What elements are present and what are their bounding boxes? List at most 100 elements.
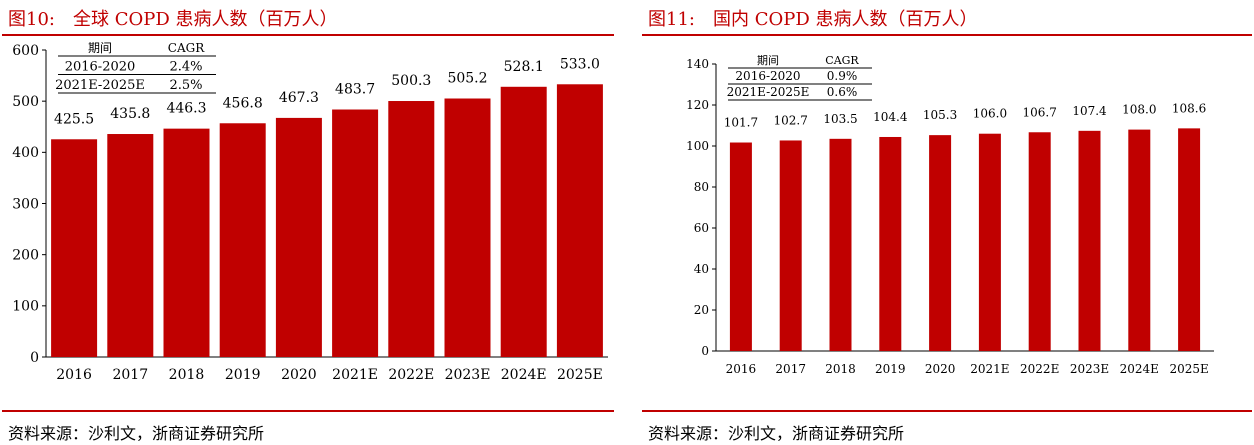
bar — [1128, 129, 1151, 351]
x-tick-label: 2023E — [1070, 362, 1109, 376]
data-label: 528.1 — [504, 59, 544, 75]
figure-title: 图10: 全球 COPD 患病人数（百万人） — [8, 5, 337, 31]
data-label: 104.4 — [873, 110, 908, 124]
data-label: 467.3 — [279, 90, 319, 106]
x-tick-label: 2017 — [112, 367, 148, 383]
bar — [51, 139, 98, 357]
bar — [929, 135, 952, 351]
data-label: 108.6 — [1172, 101, 1206, 115]
bar — [556, 84, 603, 357]
data-label: 505.2 — [447, 71, 487, 87]
y-tick-label: 140 — [686, 57, 709, 71]
data-label: 446.3 — [166, 101, 206, 117]
cagr-table-period: 2021E-2025E — [55, 78, 145, 93]
x-tick-label: 2024E — [1120, 362, 1159, 376]
data-label: 103.5 — [823, 112, 857, 126]
y-tick-label: 60 — [694, 221, 709, 235]
bar — [500, 86, 547, 358]
y-tick-label: 120 — [686, 98, 709, 112]
x-tick-label: 2023E — [445, 367, 491, 383]
figure-10-panel: 图10: 全球 COPD 患病人数（百万人） 0 100 200 300 400 500 60… — [0, 0, 616, 445]
y-tick-label: 200 — [12, 248, 39, 264]
y-tick-label: 600 — [12, 43, 39, 59]
bar — [388, 101, 435, 357]
bar — [444, 98, 491, 358]
bar — [978, 133, 1001, 351]
data-label: 533.0 — [560, 56, 600, 72]
figure-number: 图10: — [8, 9, 55, 30]
x-tick-label: 2025E — [1169, 362, 1208, 376]
bar — [163, 128, 210, 357]
bar — [275, 117, 322, 357]
x-tick-label: 2018 — [169, 367, 205, 383]
bar — [729, 142, 752, 351]
x-tick-label: 2018 — [825, 362, 856, 376]
china-copd-bar-chart: 0 20 40 60 80 100 120 140 101.7 2016 102.7 2017 103.… — [686, 54, 1214, 376]
cagr-table-header: 期间 — [88, 41, 112, 55]
bar — [219, 123, 266, 358]
cagr-table-header: CAGR — [168, 41, 205, 55]
cagr-table-period: 2021E-2025E — [727, 85, 810, 99]
source-note: 资料来源：沙利文，浙商证券研究所 — [648, 424, 905, 443]
bar — [1078, 130, 1101, 351]
footer-divider — [642, 410, 1252, 412]
x-tick-label: 2017 — [775, 362, 806, 376]
data-label: 435.8 — [110, 106, 150, 122]
figure-title-text: 全球 COPD 患病人数（百万人） — [72, 9, 338, 30]
y-tick-label: 100 — [12, 299, 39, 315]
x-tick-label: 2019 — [225, 367, 261, 383]
y-tick-label: 0 — [701, 344, 709, 358]
data-label: 483.7 — [335, 82, 375, 98]
x-tick-label: 2024E — [501, 367, 547, 383]
y-tick-label: 20 — [694, 303, 709, 317]
data-label: 101.7 — [724, 116, 758, 130]
y-tick-label: 500 — [12, 94, 39, 110]
y-tick-label: 400 — [12, 145, 39, 161]
x-tick-label: 2020 — [281, 367, 317, 383]
figure-number: 图11: — [648, 9, 695, 30]
x-tick-label: 2021E — [970, 362, 1009, 376]
figure-11-panel: 图11: 国内 COPD 患病人数（百万人） 0 20 40 60 80 100 120 140… — [640, 0, 1254, 445]
source-note: 资料来源：沙利文，浙商证券研究所 — [8, 424, 265, 443]
x-tick-label: 2016 — [56, 367, 92, 383]
cagr-table-header: CAGR — [825, 54, 859, 67]
data-label: 456.8 — [223, 95, 263, 111]
x-tick-label: 2025E — [557, 367, 603, 383]
bar — [107, 134, 154, 357]
data-label: 107.4 — [1072, 104, 1107, 118]
cagr-table-period: 2016-2020 — [65, 60, 136, 75]
cagr-table-value: 0.6% — [827, 85, 858, 99]
cagr-table-value: 2.5% — [169, 78, 202, 93]
data-label: 500.3 — [391, 73, 431, 89]
cagr-table-header: 期间 — [757, 54, 779, 67]
data-label: 425.5 — [54, 111, 94, 127]
bar — [1178, 128, 1201, 351]
cagr-table-period: 2016-2020 — [735, 69, 800, 83]
x-tick-label: 2019 — [875, 362, 906, 376]
x-tick-label: 2021E — [332, 367, 378, 383]
title-divider — [2, 34, 614, 36]
x-tick-label: 2020 — [925, 362, 956, 376]
cagr-table-value: 2.4% — [169, 60, 202, 75]
data-label: 105.3 — [923, 108, 957, 122]
bar — [879, 136, 902, 351]
figure-title-text: 国内 COPD 患病人数（百万人） — [712, 9, 978, 30]
data-label: 102.7 — [774, 113, 808, 127]
y-tick-label: 300 — [12, 196, 39, 212]
global-copd-bar-chart: 0 100 200 300 400 500 600 425.5 2016 435.8 2017 446… — [12, 41, 608, 383]
bar — [1028, 132, 1051, 351]
bar — [779, 140, 802, 351]
x-tick-label: 2016 — [726, 362, 757, 376]
x-tick-label: 2022E — [388, 367, 434, 383]
y-tick-label: 80 — [694, 180, 709, 194]
x-tick-label: 2022E — [1020, 362, 1059, 376]
data-label: 108.0 — [1122, 103, 1156, 117]
data-label: 106.0 — [973, 107, 1007, 121]
y-tick-label: 40 — [694, 262, 709, 276]
data-label: 106.7 — [1023, 105, 1057, 119]
y-tick-label: 0 — [30, 350, 39, 366]
cagr-table-value: 0.9% — [827, 69, 858, 83]
figure-title: 图11: 国内 COPD 患病人数（百万人） — [648, 5, 977, 31]
title-divider — [642, 34, 1252, 36]
bar — [332, 109, 379, 357]
